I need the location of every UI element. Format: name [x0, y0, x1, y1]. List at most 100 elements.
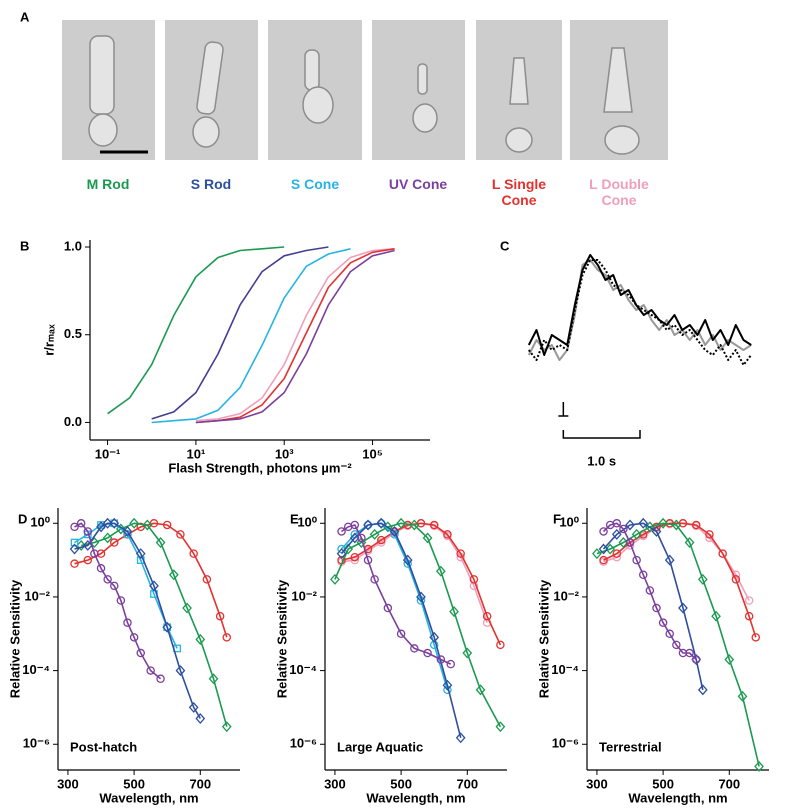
marker — [123, 618, 132, 627]
marker — [429, 520, 439, 530]
marker — [691, 654, 702, 665]
marker — [176, 530, 185, 539]
series-line — [195, 249, 395, 424]
series-line — [341, 524, 452, 665]
marker — [168, 569, 179, 581]
marker — [449, 606, 459, 618]
series-line — [195, 248, 395, 424]
marker — [162, 520, 172, 530]
marker — [598, 543, 609, 555]
marker — [416, 591, 426, 603]
marker — [389, 525, 400, 537]
y-tick-label: 10⁻⁴ — [551, 662, 579, 677]
marker — [122, 525, 133, 537]
marker — [658, 517, 668, 529]
annotation: Large Aquatic — [337, 739, 423, 754]
outer-segment — [417, 63, 428, 95]
marker — [697, 684, 708, 696]
marker — [337, 527, 346, 536]
marker — [376, 517, 387, 529]
cell-body — [505, 127, 533, 153]
marker — [202, 575, 212, 584]
x-tick-label: 500 — [652, 776, 674, 791]
panel: B 10⁻¹ 10¹ 10³ 10⁵ 0.0 0.5 1.0 Flash Strength, p… — [20, 238, 430, 475]
marker — [146, 666, 155, 675]
x-tick-label: 300 — [57, 776, 79, 791]
series-line — [74, 522, 178, 649]
photo — [476, 20, 562, 160]
marker — [446, 659, 455, 669]
series-line — [107, 246, 285, 415]
marker — [103, 575, 112, 584]
marker — [402, 554, 413, 566]
marker — [136, 648, 145, 658]
marker — [189, 549, 198, 558]
marker — [658, 618, 668, 627]
marker — [70, 538, 79, 547]
cell-label: M Rod — [86, 176, 130, 192]
marker — [175, 665, 186, 677]
marker — [370, 575, 379, 584]
marker — [469, 575, 479, 584]
panel: D 300 500 700 10⁰ 10⁻² 10⁻⁴ 10⁻⁶ Wavelength, nm R… — [7, 508, 240, 805]
marker — [592, 548, 602, 560]
x-tick-label: 10⁵ — [362, 446, 383, 461]
cell-body — [192, 116, 220, 148]
marker — [671, 519, 682, 531]
cell-label: L Single Cone — [491, 176, 547, 208]
x-tick-label: 700 — [718, 776, 740, 791]
marker — [685, 648, 694, 658]
y-tick-label: 0.5 — [64, 326, 82, 341]
series-line — [340, 522, 449, 691]
marker — [599, 555, 608, 565]
marker — [672, 640, 681, 650]
marker — [357, 533, 366, 543]
y-tick-label: 10⁻⁶ — [290, 736, 317, 751]
panel: C 1.0 s — [500, 238, 752, 468]
marker — [350, 552, 360, 562]
marker — [718, 549, 727, 558]
marker — [442, 679, 453, 691]
marker — [664, 554, 675, 566]
marker — [605, 543, 616, 555]
marker — [705, 530, 714, 539]
marker — [142, 519, 153, 531]
marker — [724, 654, 735, 665]
y-tick-label: 10⁻² — [24, 588, 50, 603]
panel: F 300 500 700 10⁰ 10⁻² 10⁻⁴ 10⁻⁶ Wavelength, nm R… — [536, 508, 769, 805]
marker — [496, 640, 505, 650]
marker — [462, 647, 473, 659]
panel-letter: F — [553, 511, 561, 526]
marker — [330, 573, 340, 585]
marker — [652, 603, 661, 613]
marker — [383, 603, 393, 613]
marker — [638, 517, 649, 529]
x-tick-label: 300 — [324, 776, 346, 791]
y-tick-label: 10⁻² — [291, 588, 317, 603]
marker — [102, 517, 113, 529]
marker — [625, 519, 635, 531]
marker — [162, 621, 173, 633]
y-tick-label: 10⁰ — [30, 515, 50, 530]
cell-body — [412, 103, 438, 133]
marker — [691, 655, 701, 664]
marker — [731, 575, 741, 584]
marker — [129, 633, 139, 642]
marker — [96, 521, 106, 533]
annotation: Terrestrial — [599, 739, 662, 754]
scale-bar-label: 1.0 s — [587, 453, 616, 468]
marker — [751, 633, 761, 642]
x-tick-label: 10¹ — [186, 446, 205, 461]
marker — [363, 555, 373, 565]
marker — [70, 522, 79, 532]
marker — [76, 539, 87, 551]
marker — [195, 633, 206, 645]
series-line — [74, 522, 228, 638]
x-tick-label: 700 — [456, 776, 478, 791]
marker — [482, 611, 492, 621]
y-axis-label: Relative Sensitivity — [7, 579, 22, 698]
marker — [110, 538, 119, 547]
marker — [423, 648, 432, 658]
y-tick-label: 10⁻² — [553, 588, 579, 603]
